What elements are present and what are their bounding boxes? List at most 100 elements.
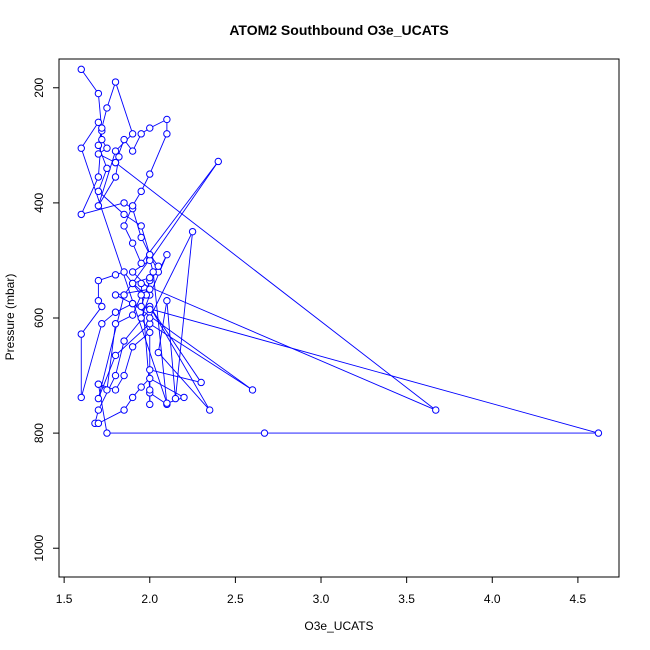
series-segment	[152, 379, 182, 397]
series-segment	[82, 124, 97, 146]
series-segment	[101, 275, 113, 280]
data-point	[163, 399, 171, 407]
series-segment	[107, 84, 115, 106]
series-segment	[98, 297, 124, 396]
data-point	[111, 158, 120, 167]
data-point	[214, 157, 222, 166]
data-point	[137, 222, 145, 230]
data-point	[137, 291, 145, 299]
series-segment	[102, 110, 107, 126]
data-point	[111, 351, 120, 360]
data-point	[94, 173, 103, 181]
y-axis-label: Pressure (mbar)	[3, 274, 17, 361]
data-point	[77, 210, 85, 219]
series-segment	[116, 84, 133, 131]
data-point	[137, 302, 145, 311]
series-segment	[134, 305, 251, 389]
x-tick-label: 3.0	[313, 592, 330, 606]
series-segment	[151, 163, 217, 259]
data-point	[77, 144, 85, 152]
data-point	[171, 394, 180, 403]
series-segment	[175, 234, 193, 396]
series-segment	[141, 228, 150, 252]
x-tick-label: 2.0	[141, 592, 158, 606]
x-axis: 1.5 2.0 2.5 3.0 3.5 4.0 4.5	[56, 576, 587, 606]
data-point	[146, 386, 154, 394]
data-point	[128, 311, 137, 319]
data-point	[120, 199, 128, 207]
data-point	[120, 268, 128, 276]
data-point	[128, 343, 137, 351]
data-point	[103, 144, 111, 152]
series-segment	[115, 344, 124, 373]
data-point	[146, 328, 154, 337]
data-point	[206, 406, 214, 414]
series-segment	[133, 193, 140, 204]
series-segment	[143, 380, 148, 386]
series-segment	[125, 399, 132, 408]
data-point	[103, 104, 111, 112]
series-segment	[133, 136, 141, 149]
data-point	[146, 400, 154, 409]
series-segment	[100, 193, 122, 213]
data-point	[154, 262, 163, 270]
series-segment	[99, 171, 107, 189]
series-segment	[101, 411, 122, 423]
data-point	[94, 150, 103, 158]
series-segment	[134, 389, 140, 396]
series-segment	[142, 163, 217, 262]
data-point	[94, 89, 103, 98]
data-point	[154, 348, 163, 357]
series-segment	[142, 320, 149, 330]
data-point	[111, 386, 120, 394]
data-point	[111, 308, 120, 316]
series-segment	[160, 354, 208, 409]
data-point	[137, 259, 145, 268]
data-point	[260, 429, 269, 437]
data-point	[137, 383, 145, 391]
series-segment	[101, 155, 113, 162]
y-tick-label: 600	[32, 308, 46, 328]
series-segment	[124, 349, 133, 373]
data-point	[111, 173, 120, 181]
data-point	[128, 202, 137, 210]
series-segment	[82, 71, 97, 92]
data-point	[103, 386, 111, 394]
series-segment	[142, 240, 149, 253]
data-point	[149, 268, 157, 276]
data-point	[128, 147, 137, 155]
y-tick-label: 1000	[32, 535, 46, 562]
data-point	[163, 115, 171, 124]
data-point	[120, 337, 128, 345]
data-point	[111, 371, 120, 380]
data-point	[94, 406, 103, 414]
data-point	[163, 130, 171, 138]
data-point	[163, 297, 171, 305]
data-point	[248, 386, 257, 394]
data-point	[77, 393, 85, 402]
series-segment	[166, 303, 176, 396]
data-point	[103, 164, 111, 173]
series-segment	[103, 313, 114, 323]
series-segment	[118, 316, 130, 323]
data-point	[94, 141, 103, 150]
series-segment	[152, 370, 199, 383]
data-point	[146, 170, 154, 178]
data-point	[120, 371, 128, 380]
series-segment	[126, 215, 139, 225]
data-point	[146, 305, 154, 314]
data-point	[137, 187, 145, 196]
series-segment	[99, 179, 115, 204]
data-point	[146, 374, 154, 383]
series-segment	[133, 245, 141, 261]
data-point	[188, 227, 197, 236]
data-point	[77, 65, 85, 74]
x-tick-label: 1.5	[56, 592, 73, 606]
data-point	[197, 378, 205, 387]
series-segment	[125, 141, 132, 149]
data-point	[94, 118, 103, 127]
data-point	[94, 276, 103, 285]
series-segment	[84, 203, 122, 215]
series-segment	[150, 234, 192, 316]
